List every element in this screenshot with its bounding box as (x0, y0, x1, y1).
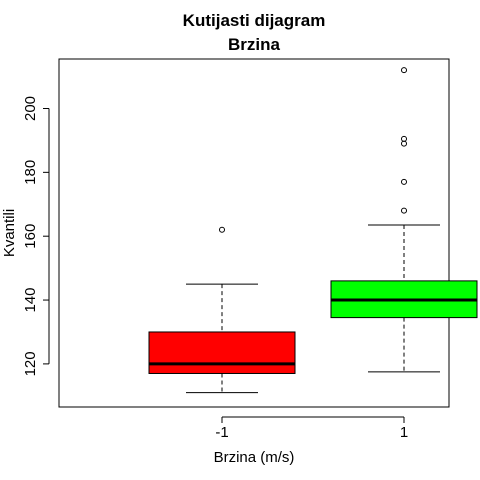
outlier-point (401, 135, 407, 142)
y-tick-label: 140 (22, 288, 39, 313)
y-axis: 120 140 160 180 200 (22, 96, 50, 376)
x-axis: -1 1 (215, 416, 408, 441)
x-axis-label: Brzina (m/s) (214, 449, 295, 466)
box-group-1 (330, 67, 478, 373)
chart-subtitle: Brzina (228, 35, 281, 54)
iqr-box (148, 331, 296, 374)
y-axis-label: Kvantili (1, 209, 18, 257)
outlier-point (401, 67, 407, 74)
y-tick-label: 200 (22, 96, 39, 121)
x-tick-label: 1 (400, 424, 408, 441)
plot-frame (58, 58, 450, 408)
outlier-point (401, 178, 407, 185)
x-tick-label: -1 (215, 424, 228, 441)
outlier-point (401, 140, 407, 147)
outlier-point (401, 207, 407, 214)
chart-title: Kutijasti dijagram (183, 11, 326, 30)
y-tick-label: 180 (22, 160, 39, 185)
outlier-point (219, 226, 225, 233)
y-tick-label: 120 (22, 351, 39, 376)
y-tick-label: 160 (22, 224, 39, 249)
boxes-layer (148, 67, 478, 394)
box-group-neg1 (148, 226, 296, 394)
